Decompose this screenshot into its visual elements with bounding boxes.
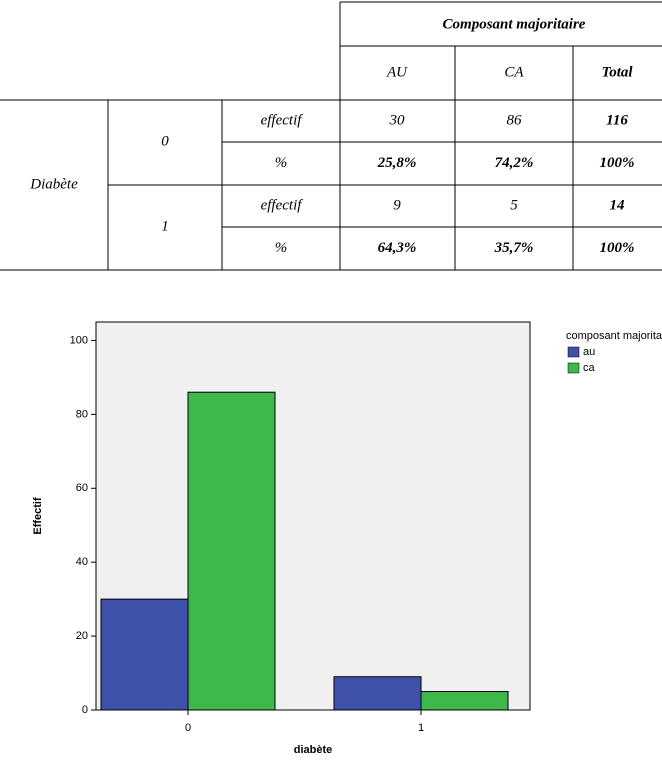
row-measure: %: [275, 240, 288, 256]
row-label: Diabète: [29, 176, 78, 192]
table-cell: 9: [393, 197, 401, 213]
group-label: 0: [161, 134, 169, 150]
table-cell: 64,3%: [378, 240, 417, 256]
legend-label: ca: [583, 362, 596, 374]
legend-label: au: [583, 346, 595, 358]
table-cell: 5: [510, 197, 518, 213]
table-cell: 116: [606, 112, 628, 128]
legend-swatch: [567, 346, 580, 358]
column-header: CA: [504, 64, 524, 80]
bar: [100, 598, 189, 711]
table-cell: 25,8%: [377, 155, 417, 171]
table-cell: 35,7%: [494, 240, 534, 256]
y-axis-label: Effectif: [32, 497, 44, 535]
table-header: Composant majoritaire: [443, 16, 586, 32]
x-tick-label: 1: [418, 722, 424, 734]
bar: [420, 691, 509, 711]
y-tick-label: 20: [76, 630, 88, 642]
x-tick-label: 0: [185, 722, 191, 734]
table-cell: 14: [610, 197, 626, 213]
row-measure: %: [275, 155, 288, 171]
row-measure: effectif: [261, 112, 304, 128]
y-tick-label: 40: [76, 556, 88, 568]
x-axis-label: diabète: [294, 744, 333, 756]
legend-swatch: [567, 362, 580, 374]
bar: [333, 676, 422, 711]
table-cell: 100%: [600, 155, 635, 171]
y-tick-label: 60: [76, 482, 88, 494]
column-header: Total: [601, 64, 633, 80]
table-cell: 86: [507, 112, 523, 128]
table-cell: 74,2%: [495, 155, 534, 171]
bar: [187, 391, 276, 711]
column-header: AU: [386, 64, 408, 80]
row-measure: effectif: [261, 197, 304, 213]
table-lines: [0, 1, 662, 271]
y-tick-label: 80: [76, 408, 88, 420]
table-cell: 30: [389, 112, 406, 128]
group-label: 1: [161, 219, 169, 235]
y-tick-label: 0: [82, 704, 88, 716]
table-cell: 100%: [600, 240, 635, 256]
y-tick-label: 100: [70, 334, 88, 346]
legend-title: composant majoritaire: [566, 330, 662, 342]
